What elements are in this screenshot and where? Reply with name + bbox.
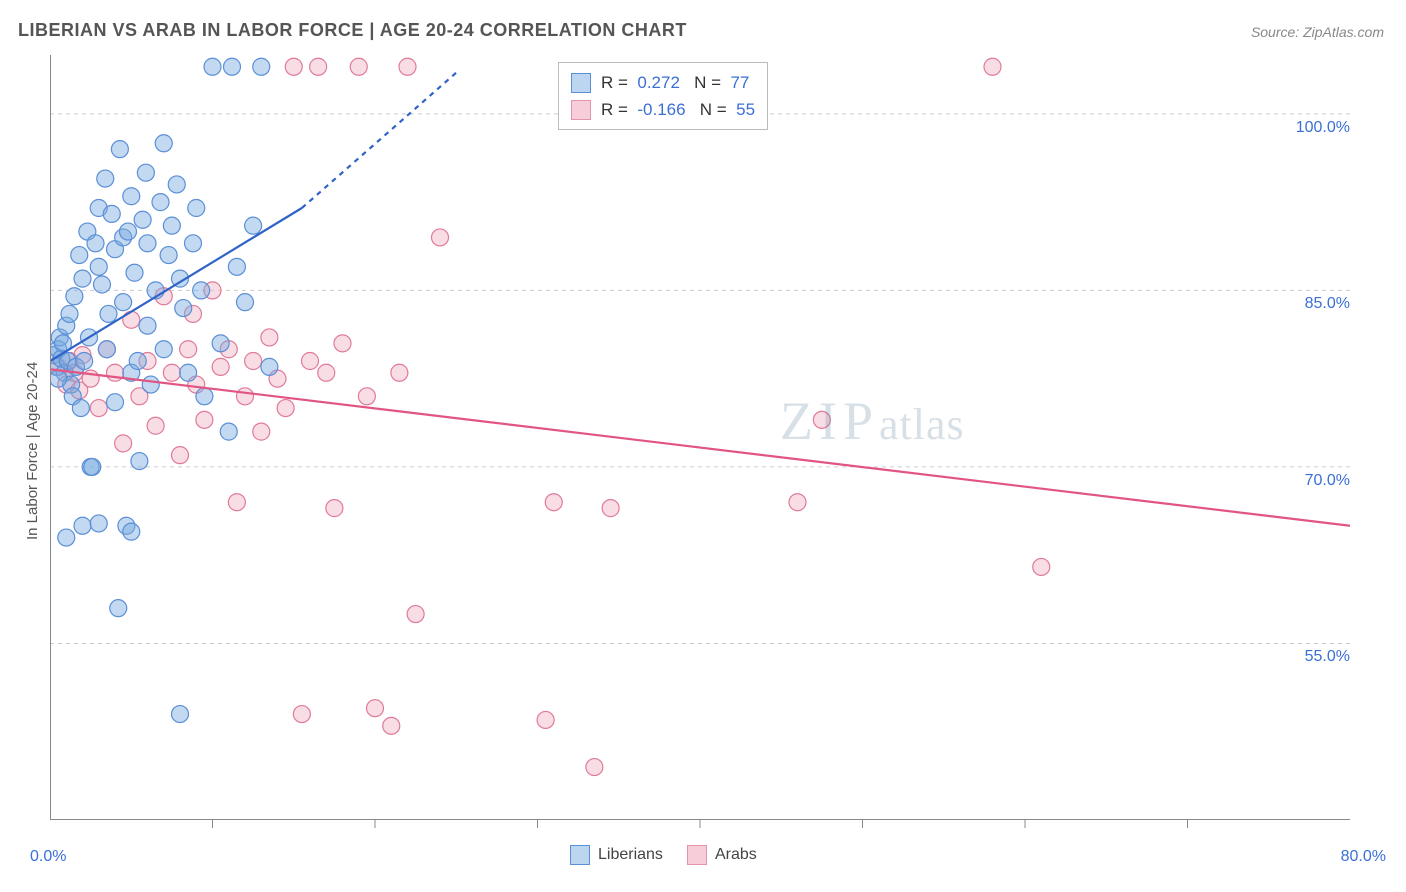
legend-item: Liberians [570, 845, 663, 865]
legend-item: Arabs [687, 845, 757, 865]
chart-container: { "title": "LIBERIAN VS ARAB IN LABOR FO… [0, 0, 1406, 892]
legend-swatch [687, 845, 707, 865]
legend-swatch [570, 845, 590, 865]
x-axis-origin-label: 0.0% [30, 848, 66, 866]
legend-bottom: Liberians Arabs [570, 845, 757, 865]
legend-label: Liberians [598, 846, 663, 863]
x-axis-end-label: 80.0% [1341, 848, 1386, 866]
legend-label: Arabs [715, 846, 757, 863]
plot-frame [50, 55, 1350, 820]
